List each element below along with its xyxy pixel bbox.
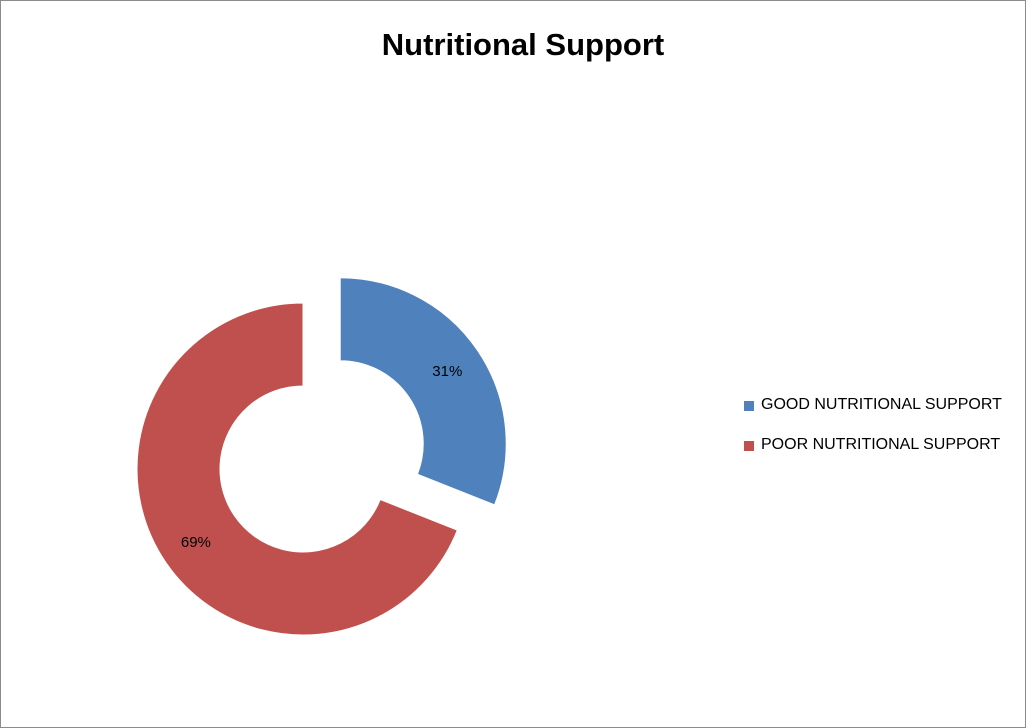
legend-swatch	[744, 401, 754, 411]
legend-label: GOOD NUTRITIONAL SUPPORT	[761, 396, 1002, 413]
legend-label: POOR NUTRITIONAL SUPPORT	[761, 436, 1001, 453]
chart-title: Nutritional Support	[381, 27, 665, 62]
slice-good-nutritional-support	[339, 277, 507, 506]
data-label-good-nutritional-support: 31%	[432, 363, 462, 380]
legend-swatch	[744, 441, 754, 451]
data-label-poor-nutritional-support: 69%	[181, 534, 211, 551]
slice-poor-nutritional-support	[136, 302, 458, 636]
